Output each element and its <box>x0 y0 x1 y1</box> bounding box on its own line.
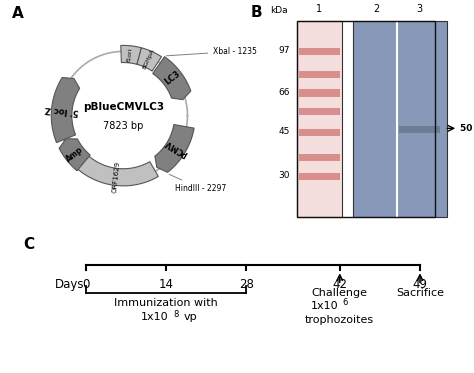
Polygon shape <box>51 78 80 142</box>
Polygon shape <box>153 57 191 100</box>
Text: 66: 66 <box>278 88 290 97</box>
Text: 1: 1 <box>316 4 322 14</box>
Text: pBlueCMVLC3: pBlueCMVLC3 <box>82 102 164 112</box>
Text: 50 KDa: 50 KDa <box>460 124 474 133</box>
Text: vp: vp <box>184 312 197 322</box>
Bar <box>299 71 340 78</box>
Text: 42: 42 <box>332 278 347 291</box>
Text: trophozoites: trophozoites <box>305 315 374 325</box>
Text: BGHpA: BGHpA <box>142 48 155 70</box>
Bar <box>299 129 340 136</box>
Text: 5' loc Z: 5' loc Z <box>45 104 79 116</box>
Text: 1x10: 1x10 <box>141 312 169 322</box>
Text: 3: 3 <box>416 4 422 14</box>
Bar <box>299 48 340 55</box>
Text: 0: 0 <box>82 278 90 291</box>
Text: B: B <box>251 4 263 20</box>
Text: 7823 bp: 7823 bp <box>103 121 144 131</box>
Bar <box>399 126 440 132</box>
Polygon shape <box>155 125 194 172</box>
Text: HindIII - 2297: HindIII - 2297 <box>169 174 226 193</box>
Text: ORF1629: ORF1629 <box>112 161 121 193</box>
Bar <box>297 21 342 217</box>
Polygon shape <box>121 46 141 64</box>
Polygon shape <box>137 48 162 71</box>
Text: PCMV: PCMV <box>163 137 189 158</box>
Text: LC3: LC3 <box>163 69 182 87</box>
Bar <box>299 173 340 180</box>
Text: f1ori: f1ori <box>127 47 134 62</box>
Text: Sacrifice: Sacrifice <box>396 288 444 298</box>
Text: 6: 6 <box>342 298 348 307</box>
Text: Immunization with: Immunization with <box>114 298 218 308</box>
Text: Amp: Amp <box>64 144 85 163</box>
Text: Challenge: Challenge <box>312 288 368 298</box>
Text: 28: 28 <box>239 278 254 291</box>
Polygon shape <box>59 139 90 171</box>
Bar <box>299 89 340 97</box>
Text: 1x10: 1x10 <box>310 301 338 311</box>
Bar <box>354 21 447 217</box>
Bar <box>297 21 435 217</box>
Text: kDa: kDa <box>270 6 287 15</box>
Bar <box>299 154 340 162</box>
Text: 45: 45 <box>278 127 290 136</box>
Text: 30: 30 <box>278 171 290 180</box>
Text: 8: 8 <box>173 310 179 319</box>
Bar <box>299 108 340 115</box>
Polygon shape <box>76 155 158 186</box>
Text: 97: 97 <box>278 46 290 55</box>
Text: 14: 14 <box>158 278 173 291</box>
Text: Days: Days <box>55 278 84 291</box>
Text: 49: 49 <box>412 278 428 291</box>
Text: A: A <box>12 6 24 21</box>
Text: C: C <box>23 237 35 252</box>
Text: 2: 2 <box>373 4 379 14</box>
Text: XbaI - 1235: XbaI - 1235 <box>166 47 257 56</box>
